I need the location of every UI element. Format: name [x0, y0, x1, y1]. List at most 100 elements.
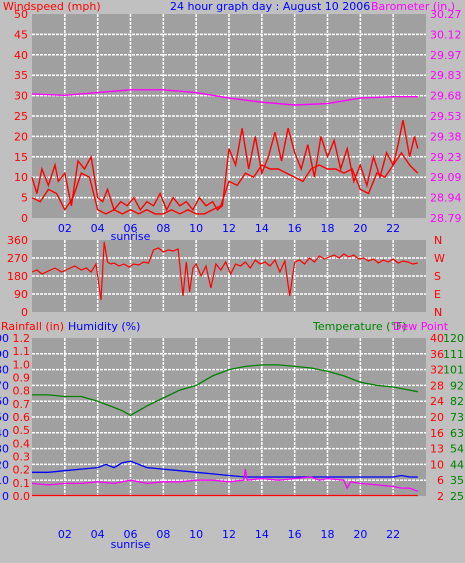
wind-tick-label: 20 [14, 130, 28, 143]
wind-tick-labels: 0 5 10 15 20 25 30 35 40 45 50 [14, 8, 28, 225]
time-tick-labels-top: 02 04 06 08 10 12 14 16 18 20 22 [58, 222, 400, 235]
time-tick-label: 06 [124, 528, 138, 541]
dewpoint-tick-label: 101 [443, 364, 464, 377]
compass-tick-label: W [434, 252, 445, 265]
rain-tick-label: 1.1 [13, 345, 31, 358]
dewpoint-tick-label: 120 [443, 332, 464, 345]
wind-tick-label: 15 [14, 151, 28, 164]
rain-tick-label: 0.8 [13, 385, 31, 398]
humidity-line [32, 460, 418, 478]
rain-tick-label: 0.3 [13, 451, 31, 464]
compass-tick-label: N [434, 306, 442, 319]
wind-axis-title: Windspeed (mph) [3, 0, 101, 13]
time-tick-label: 22 [386, 528, 400, 541]
direction-tick-label: 180 [7, 270, 28, 283]
temperature-tick-label: 24 [430, 395, 444, 408]
baro-tick-label: 29.23 [430, 151, 462, 164]
time-tick-label: 20 [353, 222, 367, 235]
temperature-tick-label: 20 [430, 411, 444, 424]
dewpoint-tick-label: 82 [450, 395, 464, 408]
wind-tick-label: 40 [14, 49, 28, 62]
humidity-axis-title: Humidity (%) [68, 320, 140, 333]
rain-tick-label: 1.2 [13, 332, 31, 345]
rain-tick-label: 0.2 [13, 464, 31, 477]
baro-tick-label: 29.97 [430, 49, 462, 62]
compass-tick-label: N [434, 234, 442, 247]
wind-tick-label: 50 [14, 8, 28, 21]
temperature-axis-title: Temperature (°F) [312, 320, 407, 333]
humidity-tick-labels: 0 10 20 30 40 50 60 70 80 90 100 [0, 332, 9, 503]
series-lines [31, 89, 419, 497]
rain-tick-label: 0.0 [13, 490, 31, 503]
wind-tick-label: 25 [14, 110, 28, 123]
rainfall-axis-title: Rainfall (in) [1, 320, 64, 333]
baro-tick-label: 29.83 [430, 69, 462, 82]
baro-tick-label: 29.53 [430, 110, 462, 123]
baro-tick-labels: 28.79 28.94 29.09 29.23 29.38 29.53 29.68 29.83… [430, 8, 462, 225]
wind-tick-label: 45 [14, 28, 28, 41]
time-tick-label: 04 [91, 528, 105, 541]
baro-axis-title: Barometer (in.) [371, 0, 455, 13]
humidity-tick-label: 70 [0, 379, 9, 392]
dewpoint-tick-labels: 25 35 44 54 63 73 82 92 101 111 120 [443, 332, 464, 503]
humidity-tick-label: 30 [0, 443, 9, 456]
wind-tick-label: 35 [14, 69, 28, 82]
humidity-tick-label: 40 [0, 427, 9, 440]
humidity-tick-label: 60 [0, 395, 9, 408]
baro-tick-label: 28.79 [430, 212, 462, 225]
rain-tick-label: 1.0 [13, 358, 31, 371]
rain-tick-label: 0.1 [13, 477, 31, 490]
sunrise-label-top: sunrise [111, 230, 151, 243]
wind-tick-label: 30 [14, 90, 28, 103]
baro-tick-label: 30.12 [430, 28, 462, 41]
temp-line [32, 364, 418, 417]
rain-tick-labels: 0.00.10.20.30.40.50.60.70.80.91.01.11.2 [13, 332, 31, 503]
baro-line [31, 89, 418, 106]
direction-tick-label: 0 [21, 306, 28, 319]
temperature-tick-label: 6 [437, 474, 444, 487]
dew-line [31, 469, 419, 492]
compass-tick-label: E [434, 288, 441, 301]
direction-tick-label: 270 [7, 252, 28, 265]
dewpoint-tick-label: 54 [450, 443, 464, 456]
time-tick-label: 16 [288, 528, 302, 541]
temperature-tick-label: 28 [430, 379, 444, 392]
baro-tick-label: 29.68 [430, 90, 462, 103]
compass-tick-label: S [434, 270, 441, 283]
sunrise-label-bottom: sunrise [111, 538, 151, 551]
time-tick-label: 16 [288, 222, 302, 235]
time-tick-label: 04 [91, 222, 105, 235]
direction-tick-labels: 360 270 180 90 0 [7, 234, 28, 319]
gust-line [31, 119, 419, 212]
humidity-tick-label: 20 [0, 458, 9, 471]
dewpoint-tick-label: 92 [450, 379, 464, 392]
rain-tick-label: 0.4 [13, 437, 31, 450]
rain-tick-label: 0.6 [13, 411, 31, 424]
temperature-tick-label: 32 [430, 364, 444, 377]
baro-tick-label: 29.09 [430, 171, 462, 184]
wind-tick-label: 5 [21, 192, 28, 205]
temperature-tick-labels: 2 6 10 13 16 20 24 28 32 36 40 [430, 332, 444, 503]
direction-tick-label: 360 [7, 234, 28, 247]
baro-tick-label: 28.94 [430, 192, 462, 205]
time-tick-label: 18 [321, 222, 335, 235]
time-tick-label: 20 [353, 528, 367, 541]
time-tick-label: 10 [189, 528, 203, 541]
dewpoint-tick-label: 111 [443, 348, 464, 361]
wind-line [31, 151, 419, 215]
time-tick-label: 14 [255, 528, 269, 541]
time-tick-label: 08 [156, 222, 170, 235]
dewpoint-axis-title: Dew Point [393, 320, 449, 333]
dewpoint-tick-label: 63 [450, 427, 464, 440]
wind-tick-label: 10 [14, 171, 28, 184]
rain-tick-label: 0.7 [13, 398, 31, 411]
humidity-tick-label: 100 [0, 332, 9, 345]
time-tick-labels-bottom: 02 04 06 08 10 12 14 16 18 20 22 [58, 528, 400, 541]
temperature-tick-label: 40 [430, 332, 444, 345]
dewpoint-tick-label: 35 [450, 474, 464, 487]
dewpoint-tick-label: 25 [450, 490, 464, 503]
baro-tick-label: 30.27 [430, 8, 462, 21]
baro-tick-label: 29.38 [430, 130, 462, 143]
page-title: 24 hour graph day : August 10 2006 [170, 0, 370, 13]
